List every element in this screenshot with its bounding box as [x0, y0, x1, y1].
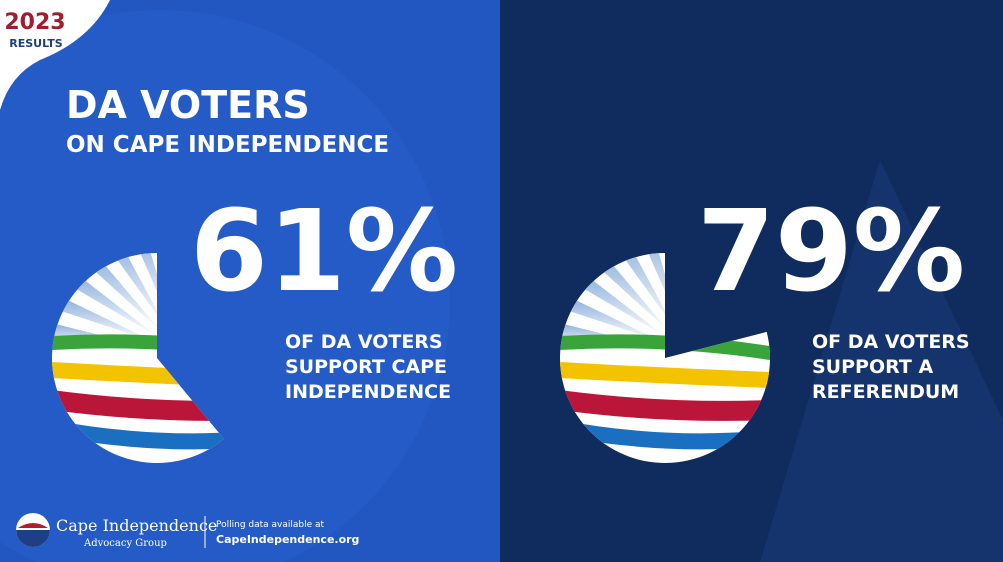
badge-year: 2023 [4, 10, 65, 35]
ray [595, 255, 670, 332]
caption: REFERENDUM [812, 381, 959, 403]
badge-label: RESULTS [9, 37, 63, 50]
stripe [560, 390, 770, 421]
caption: INDEPENDENCE [285, 381, 451, 403]
footer-url: CapeIndependence.org [216, 533, 359, 546]
ray [70, 275, 158, 337]
org-subtitle: Advocacy Group [83, 538, 167, 549]
left-panel [0, 0, 500, 562]
ray [567, 298, 663, 342]
footer-note: Polling data available at [216, 520, 325, 530]
ray [87, 255, 162, 332]
background-letter [760, 160, 1003, 562]
logo [18, 523, 48, 528]
ray [578, 275, 666, 337]
stripe [52, 420, 224, 450]
caption: SUPPORT CAPE [285, 356, 447, 378]
stripe [560, 362, 770, 388]
badge-corner [0, 0, 110, 110]
ray [615, 253, 675, 328]
big-percentage: 79% [697, 187, 965, 317]
caption: OF DA VOTERS [812, 331, 970, 353]
ray [107, 253, 167, 328]
subtitle: ON CAPE INDEPENDENCE [66, 132, 389, 158]
org-name: Cape Independence [56, 516, 217, 535]
title: DA VOTERS [66, 83, 310, 127]
caption: OF DA VOTERS [285, 331, 443, 353]
stripe [560, 420, 770, 450]
caption: SUPPORT A [812, 356, 933, 378]
big-percentage: 61% [190, 187, 458, 317]
logo [16, 530, 50, 547]
ray [59, 298, 155, 342]
